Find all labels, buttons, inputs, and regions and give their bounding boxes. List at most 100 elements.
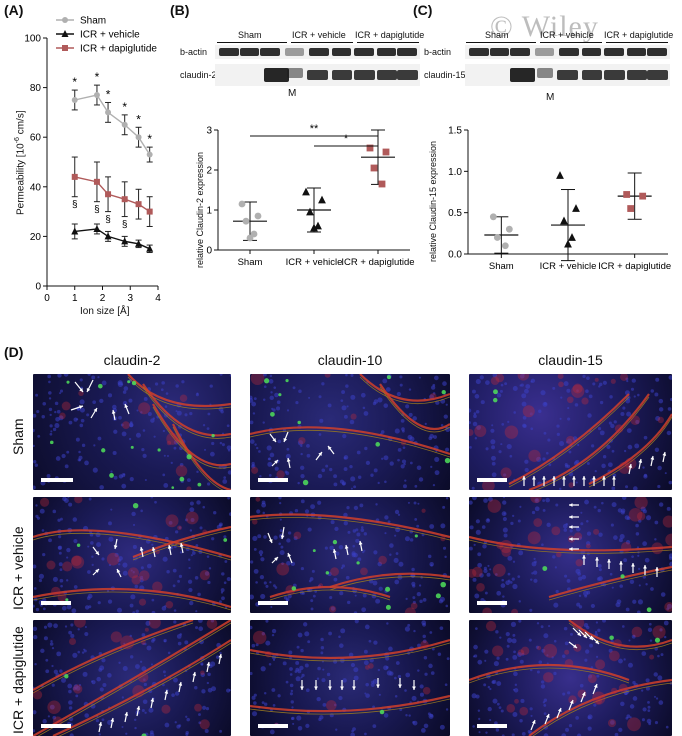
blot-band — [397, 48, 417, 56]
nucleus — [592, 382, 596, 386]
nucleus — [502, 516, 507, 522]
nucleus — [494, 573, 498, 576]
nucleus — [143, 397, 148, 401]
nucleus — [598, 532, 603, 537]
nucleus — [542, 457, 546, 461]
nucleus — [215, 655, 220, 659]
nucleus — [576, 389, 579, 393]
nucleus — [56, 409, 61, 414]
nucleus — [434, 375, 439, 381]
epithelium-green — [508, 396, 630, 488]
green-signal — [278, 393, 282, 397]
nucleus — [565, 727, 570, 732]
nucleus — [424, 422, 427, 425]
nucleus — [364, 732, 367, 736]
nucleus — [114, 552, 119, 557]
blot-band — [581, 48, 602, 56]
nucleus — [416, 465, 422, 471]
stroma — [368, 663, 374, 669]
stroma — [469, 428, 474, 437]
nucleus — [328, 631, 333, 636]
nucleus — [530, 714, 533, 717]
nucleus — [476, 425, 481, 430]
data-point — [568, 233, 576, 241]
nucleus — [99, 485, 104, 490]
nucleus — [173, 609, 177, 612]
nucleus — [321, 468, 326, 473]
epithelium-red — [250, 694, 450, 713]
nucleus — [263, 385, 267, 389]
nucleus — [340, 399, 344, 403]
nucleus — [567, 417, 571, 421]
legend-label: ICR + dapiglutide — [80, 44, 157, 55]
nucleus — [580, 522, 584, 526]
nucleus — [411, 567, 415, 572]
nucleus — [620, 510, 625, 515]
nucleus — [597, 628, 601, 632]
nucleus — [43, 636, 48, 641]
stroma — [551, 526, 561, 536]
nucleus — [297, 481, 300, 485]
nucleus — [219, 651, 222, 655]
nucleus — [655, 697, 659, 700]
nucleus — [485, 380, 490, 385]
nucleus — [398, 561, 404, 567]
arrow-head — [328, 446, 332, 450]
nucleus — [388, 646, 393, 652]
nucleus — [51, 683, 55, 687]
col-label-claudin-2: claudin-2 — [103, 352, 161, 368]
nucleus — [140, 509, 143, 513]
nucleus — [472, 421, 478, 427]
stroma — [609, 650, 620, 662]
nucleus — [290, 689, 294, 693]
stroma — [506, 704, 516, 713]
nucleus — [110, 470, 113, 473]
nucleus — [339, 643, 344, 648]
nucleus — [522, 415, 527, 420]
blot-band — [559, 48, 579, 56]
nucleus — [278, 542, 282, 546]
nucleus — [510, 621, 517, 627]
stroma — [558, 381, 564, 388]
blot-band — [604, 48, 624, 56]
nucleus — [335, 728, 338, 731]
nucleus — [507, 579, 511, 583]
green-signal — [64, 674, 69, 679]
nucleus — [145, 620, 151, 626]
y-tick-label: 100 — [24, 34, 41, 45]
y-tick-label: 2 — [206, 166, 212, 177]
nucleus — [500, 583, 506, 588]
nucleus — [595, 655, 599, 658]
nucleus — [501, 422, 505, 426]
nucleus — [342, 434, 347, 439]
nucleus — [587, 714, 593, 720]
nucleus — [97, 376, 100, 379]
nucleus — [405, 404, 410, 409]
nucleus — [601, 463, 606, 469]
data-point — [639, 192, 647, 200]
nucleus — [274, 466, 279, 471]
arrow-head — [318, 452, 322, 456]
nucleus — [362, 550, 365, 554]
stroma — [120, 635, 135, 650]
nucleus — [179, 462, 184, 467]
nucleus — [521, 652, 525, 656]
arrow-head — [139, 547, 144, 551]
nucleus — [385, 387, 391, 392]
nucleus — [204, 571, 210, 576]
nucleus — [86, 413, 90, 417]
nucleus — [566, 438, 573, 444]
nucleus — [373, 550, 378, 555]
nucleus — [349, 419, 355, 425]
nucleus — [498, 706, 502, 710]
nucleus — [538, 660, 543, 664]
nucleus — [370, 473, 374, 477]
nucleus — [121, 696, 124, 699]
nucleus — [412, 600, 416, 605]
nucleus — [551, 656, 554, 659]
nucleus — [59, 568, 63, 572]
nucleus — [385, 665, 389, 669]
blot-band — [260, 48, 280, 56]
nucleus — [129, 603, 134, 608]
